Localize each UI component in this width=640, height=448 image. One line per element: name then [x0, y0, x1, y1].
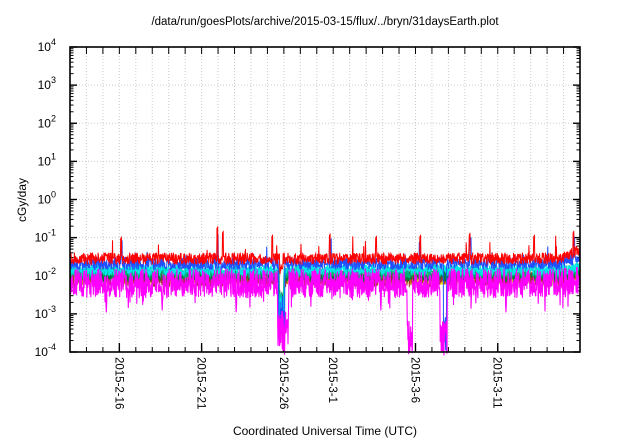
y-tick-label: 101 — [38, 151, 56, 168]
x-tick-label: 2015-3-11 — [491, 357, 503, 409]
y-tick-label: 10-4 — [35, 342, 56, 359]
x-tick-label: 2015-2-26 — [277, 357, 289, 409]
y-tick-label: 10-2 — [35, 266, 56, 283]
x-tick-label: 2015-3-6 — [408, 357, 420, 403]
y-tick-label: 102 — [38, 113, 56, 130]
y-tick-label: 10-3 — [35, 304, 56, 321]
y-tick-label: 103 — [38, 75, 56, 92]
x-tick-label: 2015-2-21 — [195, 357, 207, 409]
x-tick-label: 2015-2-16 — [112, 357, 124, 409]
plot-border — [69, 46, 581, 353]
y-tick-label: 104 — [38, 37, 56, 54]
x-axis-label: Coordinated Universal Time (UTC) — [232, 424, 418, 438]
y-tick-label: 100 — [38, 190, 56, 207]
series-red-trace — [69, 226, 581, 275]
y-axis-label: cGy/day — [15, 178, 29, 223]
x-tick-label: 2015-3-1 — [326, 357, 338, 403]
series-magenta-trace — [69, 266, 581, 356]
chart-title: /data/run/goesPlots/archive/2015-03-15/f… — [151, 16, 499, 28]
y-tick-label: 10-1 — [35, 228, 56, 245]
